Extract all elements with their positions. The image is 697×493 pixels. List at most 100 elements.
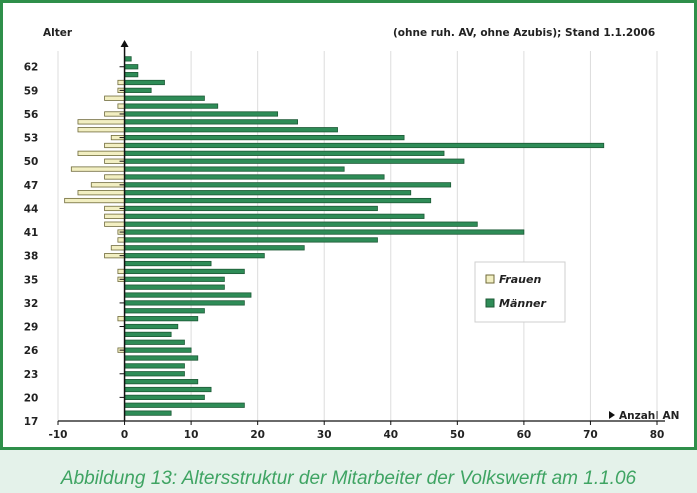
bar-maenner bbox=[124, 268, 245, 275]
bar-maenner bbox=[124, 111, 279, 117]
bar-maenner bbox=[124, 347, 192, 353]
bar-maenner bbox=[124, 339, 185, 345]
legend-label-maenner: Männer bbox=[499, 297, 546, 310]
bar-maenner bbox=[124, 64, 139, 70]
bar-maenner bbox=[124, 386, 212, 393]
bar-maenner bbox=[124, 142, 605, 149]
bar-maenner bbox=[124, 150, 445, 156]
y-tick-label: 35 bbox=[24, 274, 39, 286]
bar-maenner bbox=[124, 300, 245, 306]
x-tick-label: -10 bbox=[49, 429, 68, 441]
bar-maenner bbox=[124, 276, 225, 282]
y-tick-label: 23 bbox=[24, 369, 39, 381]
bar-frauen bbox=[110, 245, 125, 251]
bar-maenner bbox=[124, 308, 205, 314]
bar-frauen bbox=[117, 237, 125, 243]
bar-frauen bbox=[77, 119, 125, 125]
bar-maenner bbox=[124, 56, 132, 62]
bar-maenner bbox=[124, 331, 172, 338]
bar-maenner bbox=[124, 79, 165, 86]
x-tick-label: 0 bbox=[121, 429, 128, 441]
bar-frauen bbox=[104, 95, 125, 101]
x-tick-label: 10 bbox=[184, 429, 199, 441]
y-tick-label: 26 bbox=[24, 345, 39, 357]
y-tick-label: 50 bbox=[24, 156, 39, 168]
bar-frauen bbox=[104, 142, 125, 149]
y-tick-label: 32 bbox=[24, 298, 39, 310]
y-tick-label: 53 bbox=[24, 133, 39, 145]
bar-frauen bbox=[117, 79, 125, 86]
y-tick-label: 62 bbox=[24, 62, 39, 74]
x-tick-label: 80 bbox=[650, 429, 665, 441]
bar-maenner bbox=[124, 323, 179, 330]
y-tick-label: 44 bbox=[24, 203, 39, 215]
bar-maenner bbox=[124, 260, 212, 267]
bar-frauen bbox=[117, 268, 125, 275]
bar-maenner bbox=[124, 410, 172, 416]
bar-maenner bbox=[124, 87, 152, 93]
bar-maenner bbox=[124, 197, 432, 204]
bar-maenner bbox=[124, 221, 478, 227]
bar-maenner bbox=[124, 316, 199, 322]
legend-swatch-maenner bbox=[485, 298, 495, 308]
bar-maenner bbox=[124, 174, 385, 180]
bar-frauen bbox=[117, 316, 125, 322]
bar-maenner bbox=[124, 237, 378, 243]
bar-maenner bbox=[124, 134, 405, 141]
bar-maenner bbox=[124, 371, 185, 377]
bar-frauen bbox=[104, 221, 125, 227]
bar-maenner bbox=[124, 158, 465, 164]
bar-maenner bbox=[124, 363, 185, 369]
bar-maenner bbox=[124, 253, 265, 259]
y-tick-label: 17 bbox=[24, 416, 39, 428]
bar-maenner bbox=[124, 127, 338, 133]
y-axis-arrow bbox=[120, 40, 129, 47]
y-tick-label: 20 bbox=[24, 392, 39, 404]
bar-maenner bbox=[124, 95, 205, 101]
bar-maenner bbox=[124, 213, 425, 219]
legend-label-frauen: Frauen bbox=[499, 273, 541, 286]
legend: Frauen Männer bbox=[474, 261, 566, 323]
chart-subtitle: (ohne ruh. AV, ohne Azubis); Stand 1.1.2… bbox=[393, 27, 655, 39]
bar-maenner bbox=[124, 166, 345, 172]
y-tick-label: 47 bbox=[24, 180, 39, 192]
chart-frame: Alter (ohne ruh. AV, ohne Azubis); Stand… bbox=[0, 0, 697, 450]
bar-maenner bbox=[124, 355, 199, 361]
bar-frauen bbox=[70, 166, 125, 172]
bar-frauen bbox=[77, 127, 125, 133]
bar-frauen bbox=[77, 150, 125, 156]
bar-maenner bbox=[124, 245, 305, 251]
bar-maenner bbox=[124, 205, 378, 212]
figure-caption: Abbildung 13: Altersstruktur der Mitarbe… bbox=[60, 468, 637, 489]
x-tick-label: 40 bbox=[383, 429, 398, 441]
y-tick-label: 41 bbox=[24, 227, 39, 239]
x-tick-label: 30 bbox=[317, 429, 332, 441]
y-axis-title: Alter bbox=[43, 27, 73, 39]
x-tick-label: 20 bbox=[250, 429, 265, 441]
y-tick-label: 59 bbox=[24, 85, 39, 97]
legend-swatch-frauen bbox=[485, 274, 495, 284]
bar-frauen bbox=[64, 197, 125, 204]
bar-maenner bbox=[124, 182, 452, 188]
y-tick-label: 56 bbox=[24, 109, 39, 121]
x-axis-title: Anzahl AN bbox=[619, 410, 679, 422]
bar-maenner bbox=[124, 190, 412, 196]
bar-frauen bbox=[104, 174, 125, 180]
bar-maenner bbox=[124, 402, 245, 408]
x-axis-arrow bbox=[609, 411, 615, 419]
y-tick-label: 29 bbox=[24, 322, 39, 334]
bar-frauen bbox=[77, 190, 125, 196]
bar-maenner bbox=[124, 284, 225, 290]
bar-maenner bbox=[124, 119, 299, 125]
bar-frauen bbox=[117, 103, 125, 109]
bar-maenner bbox=[124, 379, 199, 385]
legend-box bbox=[474, 261, 566, 323]
x-tick-label: 70 bbox=[583, 429, 598, 441]
bar-maenner bbox=[124, 229, 525, 235]
bar-maenner bbox=[124, 103, 219, 109]
x-tick-label: 60 bbox=[517, 429, 532, 441]
bar-maenner bbox=[124, 394, 205, 400]
bar-maenner bbox=[124, 292, 252, 298]
y-tick-label: 38 bbox=[24, 251, 39, 263]
x-tick-label: 50 bbox=[450, 429, 465, 441]
